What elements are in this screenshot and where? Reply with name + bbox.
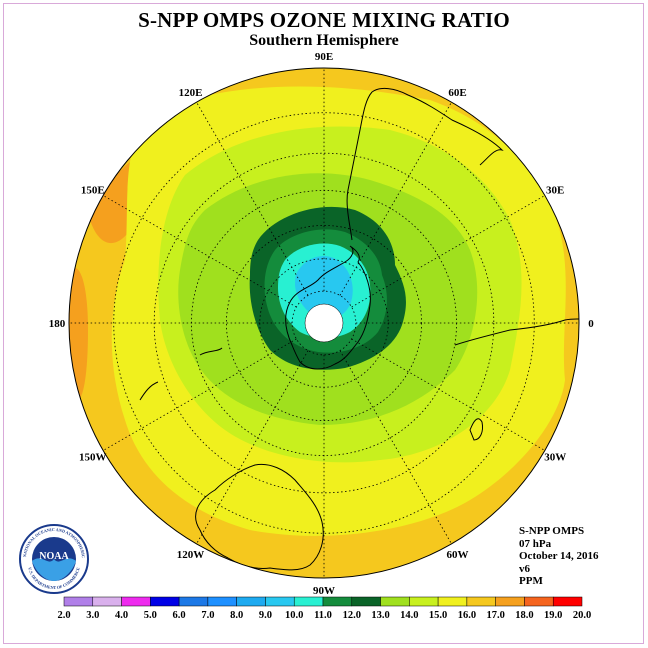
date-label: October 14, 2016: [519, 550, 599, 562]
colorbar-swatch: [150, 596, 180, 607]
colorbar-swatch: [207, 596, 237, 607]
instrument-label: S-NPP OMPS: [519, 525, 585, 537]
longitude-labels: 90W 60W 30W 0 30E 60E 90E 120E 150E 180 150W 120W: [49, 51, 595, 597]
colorbar-swatch: [322, 596, 353, 607]
colorbar-tick-label: 19.0: [544, 610, 562, 621]
colorbar-swatch: [265, 596, 295, 607]
info-panel: S-NPP OMPS 07 hPa October 14, 2016 v6 PP…: [519, 525, 599, 588]
colorbar-swatch: [121, 596, 151, 607]
coastlines: [139, 87, 579, 571]
colorbar-tick-label: 7.0: [201, 610, 214, 621]
longitude-label: 90W: [313, 585, 335, 597]
colorbar-tick-label: 16.0: [458, 610, 476, 621]
contour-level-9: [295, 256, 353, 320]
colorbar-swatch: [178, 596, 209, 607]
latitude-circle: [113, 112, 535, 534]
africa-coastline: [454, 317, 579, 346]
colorbar-swatch: [409, 596, 439, 607]
madagascar-coastline: [469, 418, 483, 441]
meridian-line: [102, 338, 297, 451]
units-label: PPM: [519, 575, 543, 587]
colorbar-tick-label: 13.0: [371, 610, 389, 621]
colorbar-tick-label: 5.0: [144, 610, 157, 621]
meridian-line: [196, 101, 309, 296]
colorbar-tick-label: 18.0: [515, 610, 533, 621]
colorbar-swatch: [524, 596, 554, 607]
map-boundary: [68, 67, 580, 579]
polar-hole: [304, 303, 344, 343]
colorbar-tick-label: 3.0: [86, 610, 99, 621]
latitude-circle: [153, 152, 495, 494]
longitude-label: 90E: [315, 51, 333, 63]
map-title: S-NPP OMPS OZONE MIXING RATIO: [138, 8, 510, 32]
version-label: v6: [519, 562, 530, 575]
colorbar-swatch: [380, 596, 410, 607]
map-subtitle: Southern Hemisphere: [249, 32, 399, 49]
pressure-level: 07 hPa: [519, 537, 552, 550]
colorbar-swatch: [351, 596, 381, 607]
meridian-line: [196, 350, 309, 545]
latitude-circle: [226, 225, 422, 421]
longitude-label: 120E: [179, 87, 203, 99]
longitude-label: 60W: [447, 549, 469, 561]
longitude-label: 150W: [79, 452, 107, 464]
antarctica-coastline: [285, 245, 371, 370]
meridian-line: [102, 195, 297, 308]
colorbar-swatch: [466, 596, 496, 607]
noaa-logo: NOAA NATIONAL OCEANIC AND ATMOSPHERIC AD…: [16, 519, 90, 600]
colorbar-swatch: [92, 596, 122, 607]
colorbar-tick-label: 9.0: [259, 610, 272, 621]
seagull-icon: [32, 558, 76, 581]
colorbar-swatch: [495, 596, 525, 607]
meridian-line: [351, 195, 546, 308]
colorbar-tick-label: 11.0: [314, 610, 332, 621]
colorbar-tick-label: 15.0: [429, 610, 447, 621]
colorbar-swatch: [552, 596, 583, 607]
longitude-label: 30W: [544, 452, 566, 464]
colorbar-swatch: [293, 596, 324, 607]
longitude-label: 60E: [448, 87, 466, 99]
new-zealand-coastline: [139, 347, 223, 401]
colorbar-swatch: [437, 596, 468, 607]
south-america-coastline: [346, 87, 504, 241]
colorbar-tick-label: 17.0: [486, 610, 504, 621]
colorbar-tick-label: 14.0: [400, 610, 418, 621]
colorbar-tick-label: 4.0: [115, 610, 128, 621]
longitude-label: 0: [588, 318, 594, 330]
meridian-line: [339, 101, 452, 296]
colorbar: 2.0 3.0 4.0 5.0 6.0 7.0 8.0 9.0 10.0 11.0 12.0 13.0…: [57, 596, 591, 621]
longitude-label: 180: [49, 318, 66, 330]
longitude-label: 30E: [546, 185, 564, 197]
colorbar-tick-label: 10.0: [285, 610, 303, 621]
colorbar-tick-label: 20.0: [573, 610, 591, 621]
longitude-label: 150E: [81, 185, 105, 197]
colorbar-tick-label: 8.0: [230, 610, 243, 621]
colorbar-tick-label: 2.0: [57, 610, 70, 621]
meridian-line: [351, 338, 546, 451]
meridian-line: [339, 350, 452, 545]
graticule: [69, 68, 579, 578]
colorbar-tick-label: 12.0: [343, 610, 361, 621]
longitude-label: 120W: [177, 549, 205, 561]
colorbar-swatch: [236, 596, 266, 607]
colorbar-tick-label: 6.0: [173, 610, 186, 621]
logo-wordmark: NOAA: [39, 551, 69, 562]
